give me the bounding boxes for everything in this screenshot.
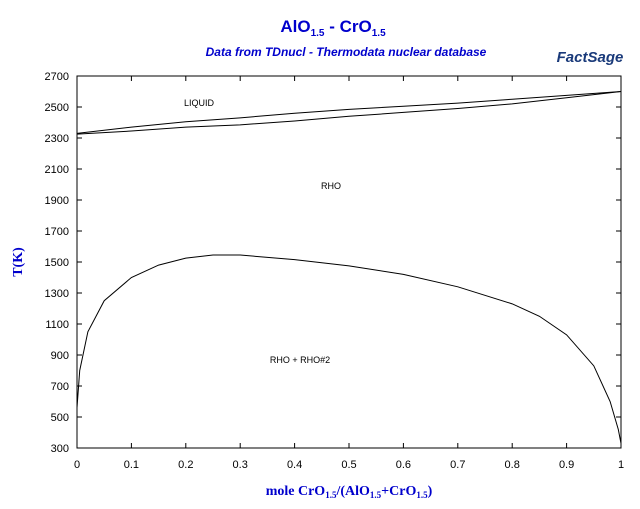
- x-tick-label: 0: [74, 459, 80, 471]
- phase-boundary: [76, 254, 622, 444]
- plot-frame: [76, 75, 622, 449]
- y-tick-label: 1100: [45, 319, 69, 331]
- y-tick-label: 700: [51, 381, 69, 393]
- y-tick-label: 1900: [45, 195, 69, 207]
- title-sub: 1.5: [311, 28, 325, 39]
- xlabel-sub: 1.5: [370, 490, 382, 500]
- y-axis-label: T(K): [11, 247, 26, 277]
- x-tick-label: 0.5: [341, 459, 356, 471]
- x-tick-label: 0.4: [287, 459, 302, 471]
- y-tick-label: 2700: [45, 71, 69, 83]
- xlabel-part: mole CrO: [266, 484, 326, 499]
- x-tick-label: 0.7: [450, 459, 465, 471]
- x-axis-label: mole CrO1.5/(AlO1.5+CrO1.5): [266, 484, 433, 500]
- y-tick-label: 900: [51, 350, 69, 362]
- phase-boundary: [76, 91, 622, 134]
- x-tick-label: 0.9: [559, 459, 574, 471]
- phase-boundary: [76, 91, 622, 135]
- x-tick-label: 0.6: [396, 459, 411, 471]
- y-tick-label: 1500: [45, 257, 69, 269]
- xlabel-part: /(AlO: [335, 484, 370, 499]
- y-tick-label: 1300: [45, 288, 69, 300]
- title-part: - CrO: [325, 17, 372, 36]
- title-sub: 1.5: [372, 28, 386, 39]
- xlabel-part: +CrO: [381, 484, 416, 499]
- y-tick-label: 500: [51, 412, 69, 424]
- y-tick-label: 2300: [45, 133, 69, 145]
- x-tick-label: 0.8: [505, 459, 520, 471]
- chart-title: AlO1.5 - CrO1.5: [280, 17, 386, 39]
- chart-subtitle: Data from TDnucl - Thermodata nuclear da…: [206, 45, 487, 59]
- phase-label: LIQUID: [184, 98, 215, 108]
- x-tick-label: 0.3: [233, 459, 248, 471]
- x-tick-label: 1: [618, 459, 624, 471]
- xlabel-part: ): [428, 484, 433, 499]
- x-tick-label: 0.2: [178, 459, 193, 471]
- phase-label: RHO: [321, 181, 341, 191]
- phase-label: RHO + RHO#2: [270, 355, 330, 365]
- y-tick-label: 2100: [45, 164, 69, 176]
- y-tick-label: 2500: [45, 102, 69, 114]
- x-tick-label: 0.1: [124, 459, 139, 471]
- logo: FactSage: [557, 49, 624, 66]
- y-tick-label: 1700: [45, 226, 69, 238]
- y-tick-label: 300: [51, 443, 69, 455]
- title-part: AlO: [280, 17, 310, 36]
- xlabel-sub: 1.5: [416, 490, 428, 500]
- xlabel-sub: 1.5: [325, 490, 337, 500]
